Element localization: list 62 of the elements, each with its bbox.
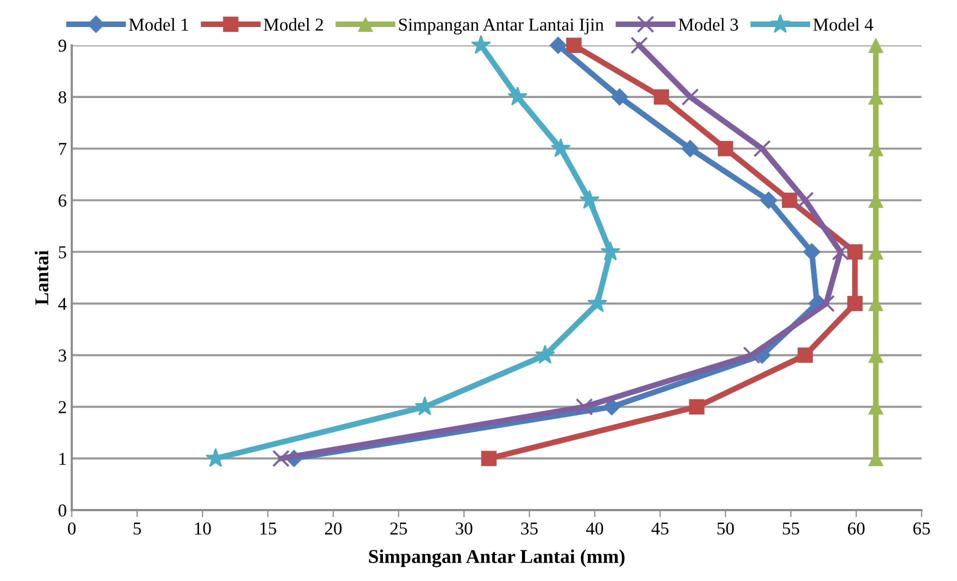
legend-label: Simpangan Antar Lantai Ijin — [399, 18, 604, 34]
x-tick-label: 30 — [456, 522, 472, 535]
point — [508, 86, 528, 106]
point — [681, 88, 699, 106]
point — [654, 89, 670, 105]
x-tick-label: 10 — [195, 522, 211, 535]
x-tick-label: 40 — [586, 522, 604, 535]
point — [630, 36, 648, 54]
legend-label: Model 2 — [264, 18, 323, 31]
point — [802, 243, 821, 261]
y-tick-label: 6 — [58, 194, 66, 207]
point — [549, 36, 567, 54]
x-tick-label: 45 — [651, 522, 668, 535]
point — [272, 450, 290, 468]
x-axis-title: Simpangan Antar Lantai (mm) — [369, 549, 624, 568]
point — [471, 34, 491, 54]
x-tick-label: 50 — [718, 522, 734, 535]
point — [550, 138, 571, 158]
point — [847, 244, 863, 260]
point — [481, 450, 496, 466]
x-tick-label: 5 — [134, 522, 141, 535]
x-tick-label: 0 — [68, 522, 76, 535]
point — [798, 348, 813, 363]
point — [753, 140, 771, 158]
x-tick-label: 25 — [390, 522, 407, 535]
y-tick-label: 2 — [58, 401, 66, 414]
x-tick-label: 15 — [260, 522, 276, 535]
point — [796, 192, 814, 209]
point — [587, 293, 608, 312]
x-tick-label: 60 — [848, 522, 865, 535]
point — [718, 140, 734, 156]
x-tick-label: 35 — [521, 522, 538, 535]
legend-label: Model 1 — [129, 18, 188, 31]
point — [576, 398, 593, 416]
point — [868, 38, 884, 53]
point — [832, 243, 850, 261]
y-tick-label: 8 — [58, 91, 66, 104]
x-tick-label: 20 — [325, 522, 342, 535]
point — [535, 344, 555, 364]
point — [580, 190, 600, 209]
point — [760, 191, 778, 210]
y-tick-label: 1 — [59, 452, 66, 465]
legend-label: Model 4 — [813, 18, 874, 31]
point — [681, 140, 700, 158]
y-tick-label: 3 — [58, 349, 66, 362]
x-tick-label: 65 — [913, 522, 930, 535]
point — [689, 399, 704, 414]
y-tick-label: 7 — [59, 143, 66, 155]
point — [847, 296, 863, 312]
y-tick-label: 0 — [58, 504, 66, 517]
x-tick-label: 55 — [782, 522, 800, 535]
y-tick-label: 9 — [58, 40, 66, 52]
point — [610, 88, 628, 106]
point — [742, 346, 760, 364]
point — [782, 192, 798, 208]
y-tick-label: 4 — [58, 298, 67, 310]
point — [600, 241, 620, 260]
point — [817, 294, 835, 312]
y-axis-title: Lantai — [34, 250, 48, 305]
point — [566, 38, 582, 53]
y-tick-label: 5 — [58, 246, 66, 258]
legend-label: Model 3 — [678, 18, 738, 31]
